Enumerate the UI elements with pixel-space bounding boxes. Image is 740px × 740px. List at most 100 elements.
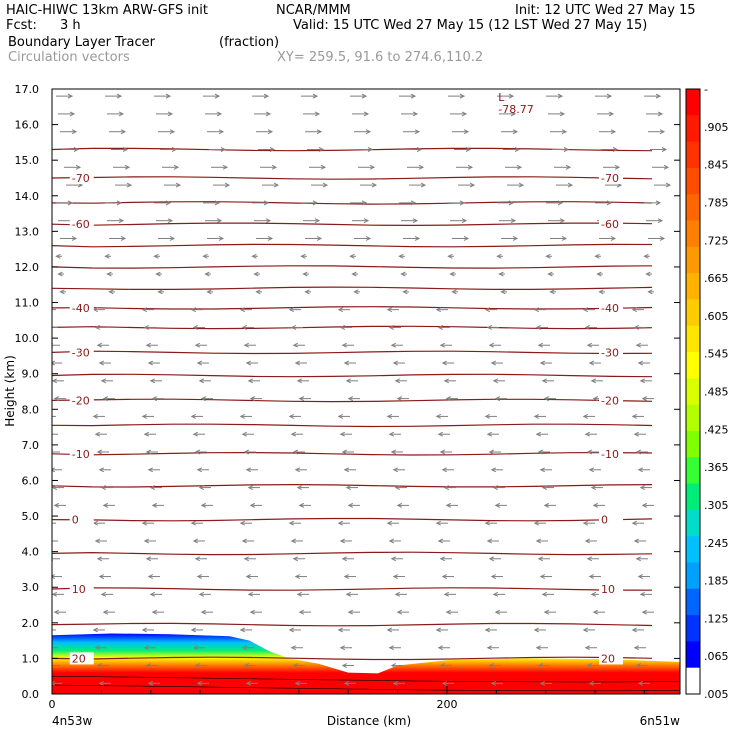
- vector-arrowhead: [69, 111, 76, 117]
- vector-arrowhead: [631, 627, 638, 633]
- vector-arrowhead: [147, 360, 154, 366]
- vector-arrowhead: [635, 663, 642, 668]
- contour-label-bg: [599, 583, 624, 596]
- vector-arrowhead: [435, 627, 442, 633]
- vector-arrowhead: [290, 431, 297, 437]
- vector-arrowhead: [118, 218, 125, 224]
- vector-arrowhead: [71, 129, 78, 135]
- vector-arrowhead: [288, 627, 295, 633]
- colorbar-label: .545: [704, 348, 729, 361]
- contour-label-bg: [599, 346, 624, 359]
- vector-arrowhead: [539, 360, 546, 366]
- vector-arrowhead: [116, 200, 123, 206]
- vector-arrowhead: [492, 378, 499, 384]
- vector-arrowhead: [45, 628, 49, 632]
- vector-arrowhead: [657, 111, 664, 117]
- contour-line: [52, 517, 653, 522]
- vector-arrowhead: [402, 289, 408, 295]
- vector-arrowhead: [94, 324, 101, 330]
- vector-arrowhead: [239, 307, 246, 313]
- vector-arrowhead: [420, 182, 427, 188]
- vector-arrowhead: [149, 591, 156, 597]
- vector-arrowhead: [92, 307, 99, 313]
- vector-arrowhead: [167, 218, 174, 224]
- vector-arrowhead: [322, 182, 329, 188]
- contour-label-bg: [599, 171, 624, 184]
- vector-arrowhead: [608, 111, 615, 117]
- vector-arrowhead: [386, 520, 393, 526]
- colorbar-label: .665: [704, 272, 729, 285]
- colorbar-swatch: [686, 430, 700, 458]
- vector-arrowhead: [292, 449, 299, 455]
- vector-arrowhead: [194, 556, 201, 562]
- colorbar-swatch: [686, 509, 700, 537]
- vector-arrowhead: [169, 236, 176, 241]
- vector-arrowhead: [633, 645, 640, 651]
- colorbar-swatch: [686, 194, 700, 222]
- vector-arrowhead: [53, 609, 60, 615]
- vector-arrowhead: [435, 307, 442, 313]
- vector-arrowhead: [241, 324, 248, 330]
- vector-arrowhead: [606, 200, 613, 206]
- vector-arrowhead: [535, 324, 542, 330]
- colorbar-label: .785: [704, 196, 729, 209]
- vector-arrowhead: [588, 574, 595, 580]
- vector-arrowhead: [488, 663, 495, 668]
- contour-label: -60: [72, 218, 90, 231]
- vector-arrowhead: [294, 680, 301, 686]
- vector-arrowhead: [294, 574, 301, 580]
- vector-arrowhead: [539, 680, 546, 686]
- contour-label-bg: [69, 394, 94, 407]
- vector-arrowhead: [559, 218, 566, 224]
- vector-arrowhead: [265, 218, 272, 224]
- colorbar-swatch: [686, 352, 700, 379]
- colorbar-swatch: [686, 615, 700, 642]
- contour-line: [52, 306, 653, 310]
- vector-arrowhead: [488, 556, 495, 562]
- vector-arrowhead: [390, 663, 397, 668]
- vector-arrowhead: [590, 591, 597, 597]
- vector-arrowhead: [655, 93, 662, 99]
- vector-arrowhead: [263, 93, 270, 99]
- vector-arrowhead: [437, 324, 444, 330]
- vector-arrowhead: [343, 680, 350, 686]
- vector-arrowhead: [290, 538, 297, 544]
- vector-arrowhead: [200, 609, 207, 615]
- vector-arrowhead: [639, 485, 646, 491]
- vector-arrowhead: [52, 591, 58, 597]
- vector-arrowhead: [592, 609, 599, 615]
- vector-arrowhead: [145, 556, 152, 562]
- y-tick-label: 9.0: [22, 368, 40, 381]
- vector-arrowhead: [96, 342, 103, 348]
- vector-arrowhead: [390, 342, 397, 348]
- vector-arrowhead: [300, 253, 306, 259]
- vector-arrowhead: [318, 147, 325, 152]
- colorbar-label: .005: [704, 688, 729, 701]
- field-name: Boundary Layer Tracer: [8, 35, 155, 50]
- vector-arrowhead: [492, 485, 499, 491]
- vector-arrowhead: [145, 449, 152, 455]
- contour-label-bg: [69, 583, 94, 596]
- vector-arrowhead: [165, 200, 172, 206]
- vector-arrowhead: [510, 218, 517, 224]
- vector-arrowhead: [141, 627, 148, 633]
- vector-arrowhead: [437, 538, 444, 544]
- vector-arrowhead: [47, 432, 51, 436]
- vector-arrowhead: [312, 93, 319, 99]
- colorbar-swatch: [686, 89, 700, 116]
- vector-arrowhead: [508, 93, 515, 99]
- vector-arrowhead: [155, 271, 161, 277]
- vector-arrowhead: [635, 342, 642, 348]
- contour-label: -10: [72, 448, 90, 461]
- vector-arrowhead: [486, 645, 493, 651]
- vector-arrowhead: [388, 431, 395, 437]
- vector-arrowhead: [469, 182, 476, 188]
- vector-arrowhead: [394, 591, 401, 597]
- vector-arrowhead: [347, 502, 354, 508]
- colorbar-frame: [685, 88, 701, 695]
- colorbar-label: .845: [704, 159, 729, 172]
- vector-arrowhead: [255, 289, 261, 295]
- contour-line: [52, 587, 653, 591]
- vector-arrowhead: [104, 253, 110, 259]
- vector-arrowhead: [312, 200, 319, 206]
